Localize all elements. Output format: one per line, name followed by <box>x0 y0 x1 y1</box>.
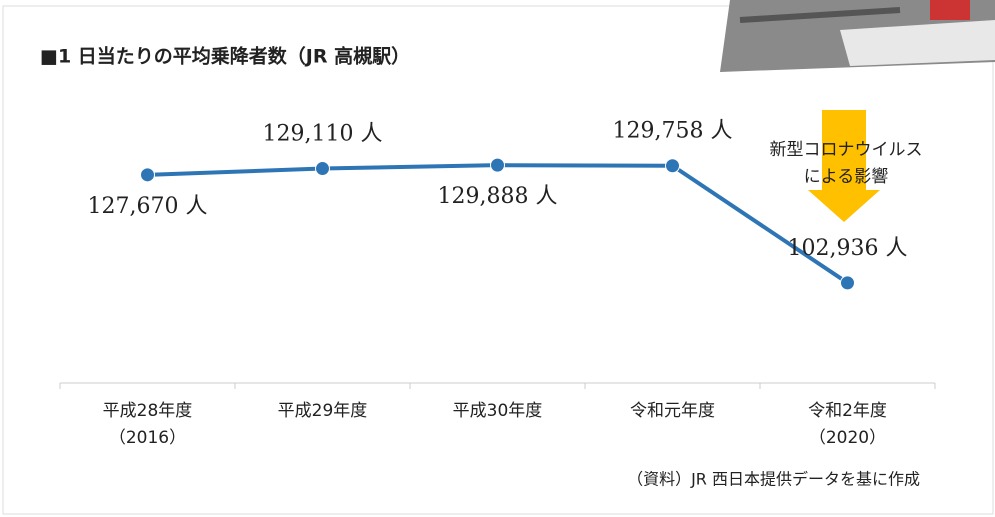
point <box>140 167 155 183</box>
point <box>840 275 855 291</box>
point <box>315 161 330 177</box>
chart-title: ■1 日当たりの平均乗降者数（JR 高槻駅） <box>40 45 410 68</box>
source-note: （資料）JR 西日本提供データを基に作成 <box>627 470 920 489</box>
line <box>147 163 849 285</box>
point <box>665 158 680 174</box>
annotation: 新型コロナウイルスによる影響 <box>770 140 923 187</box>
arrow <box>808 110 880 222</box>
frame <box>2 5 994 515</box>
point <box>490 157 505 173</box>
data-label: 129,110 人 <box>263 122 383 147</box>
photo <box>720 0 995 72</box>
data-label: 127,670 人 <box>88 194 208 219</box>
x-tick-label: 平成30年度 <box>453 401 543 421</box>
x-tick-label: 令和元年度 <box>630 401 715 421</box>
data-label: 129,888 人 <box>438 184 558 209</box>
data-label: 102,936 人 <box>788 236 908 261</box>
x-tick-label: 平成29年度 <box>278 401 368 421</box>
data-label: 129,758 人 <box>613 119 733 144</box>
x-tick-label: 令和2年度（2020） <box>808 401 887 448</box>
x-tick-label: 平成28年度（2016） <box>103 401 193 448</box>
